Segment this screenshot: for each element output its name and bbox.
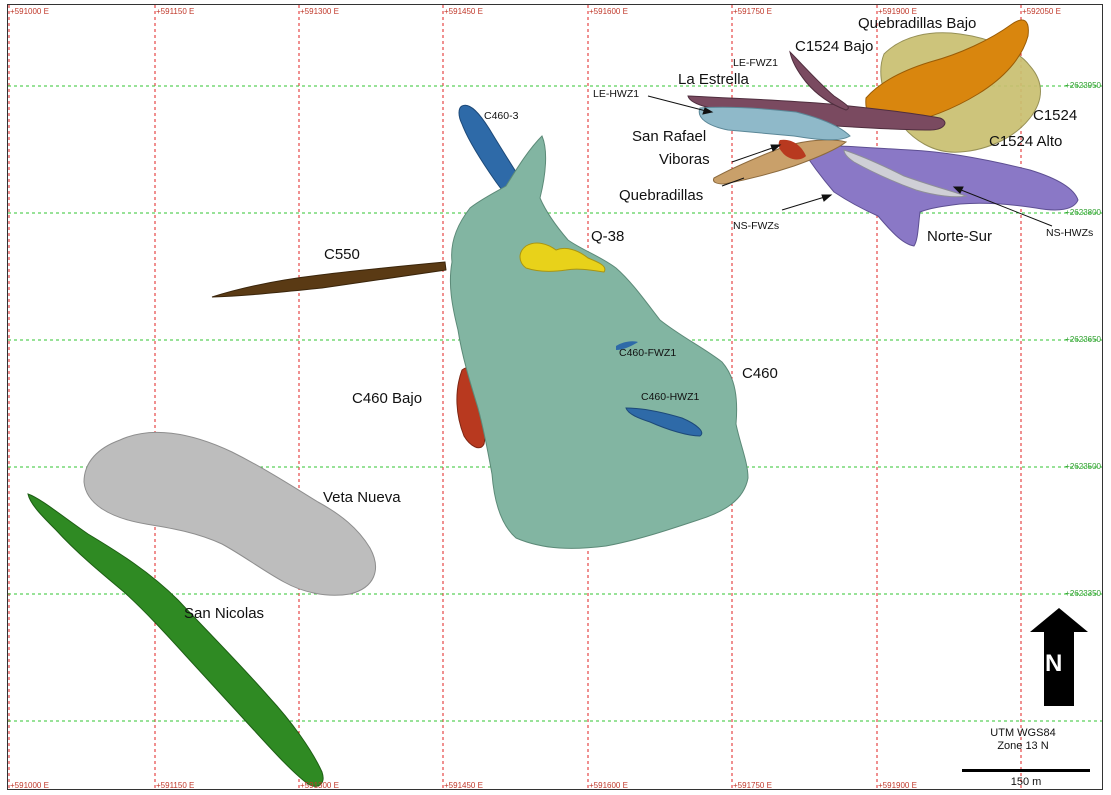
label-viboras: Viboras — [659, 151, 710, 168]
label-c460: C460 — [742, 365, 778, 382]
ns-fwzs-arrowhead — [821, 194, 833, 202]
viboras-arrowhead — [770, 144, 782, 152]
crs-legend: UTM WGS84 Zone 13 N — [957, 727, 1089, 753]
crs-line1: UTM WGS84 — [990, 727, 1056, 739]
easting-label-top: +591300 E — [300, 7, 339, 16]
northing-label: +2623950 — [1065, 81, 1101, 90]
label-ns-hwzs: NS-HWZs — [1046, 227, 1094, 239]
easting-label-top: +591900 E — [878, 7, 917, 16]
label-c1524-bajo: C1524 Bajo — [795, 38, 874, 55]
easting-label-top: +591150 E — [156, 7, 195, 16]
c460-fwz1-body — [616, 341, 638, 350]
easting-label-bottom: +591000 E — [10, 781, 49, 790]
label-ns-fwzs: NS-FWZs — [733, 220, 780, 232]
easting-label-bottom: +591600 E — [589, 781, 628, 790]
label-q38: Q-38 — [591, 228, 625, 245]
san-nicolas-body — [27, 493, 324, 787]
le-hwz1-leader — [647, 95, 711, 113]
north-label: N — [1045, 650, 1063, 677]
northing-label: +2623800 — [1065, 208, 1101, 217]
scale-bar — [962, 769, 1090, 772]
label-le-hwz1: LE-HWZ1 — [593, 88, 640, 100]
label-norte-sur: Norte-Sur — [927, 228, 993, 245]
la-estrella-body — [698, 106, 851, 141]
ns-hwzs-leader — [955, 187, 1053, 227]
le-hwz1-arrowhead — [702, 107, 714, 115]
label-c460-bajo: C460 Bajo — [352, 390, 423, 407]
label-c1524-alto: C1524 Alto — [989, 133, 1063, 150]
easting-label-top: +591000 E — [10, 7, 49, 16]
easting-label-top: +591750 E — [733, 7, 772, 16]
label-c1524: C1524 — [1033, 107, 1078, 124]
north-arrow-icon — [1030, 608, 1088, 706]
label-le-fwz1: LE-FWZ1 — [733, 57, 778, 69]
label-san-nicolas: San Nicolas — [184, 605, 265, 622]
c460-hwz1-body — [625, 407, 703, 437]
crs-line2: Zone 13 N — [997, 740, 1049, 752]
easting-label-bottom: +591900 E — [878, 781, 917, 790]
northing-label: +2623500 — [1065, 462, 1101, 471]
label-c550: C550 — [324, 246, 360, 263]
label-quebradillas-bajo: Quebradillas Bajo — [858, 15, 977, 32]
q38-body — [519, 242, 606, 273]
easting-label-top: +591450 E — [444, 7, 483, 16]
label-veta-nueva: Veta Nueva — [323, 489, 401, 506]
label-la-estrella: La Estrella — [678, 71, 749, 88]
c460-body — [449, 135, 749, 549]
easting-label-top: +591600 E — [589, 7, 628, 16]
label-quebradillas: Quebradillas — [619, 187, 704, 204]
label-c460-fwz1: C460-FWZ1 — [619, 347, 677, 359]
easting-label-bottom: +591150 E — [156, 781, 195, 790]
label-c460-3: C460-3 — [484, 110, 519, 122]
ns-fwzs-leader — [781, 195, 829, 211]
quebradillas-leader — [721, 177, 745, 187]
san-rafael-body — [778, 139, 806, 160]
label-san-rafael: San Rafael — [632, 128, 707, 145]
veta-nueva-body — [83, 431, 376, 596]
northing-label: +2623350 — [1065, 589, 1101, 598]
c550-body — [211, 261, 447, 298]
ns-hwzs-arrowhead — [952, 186, 964, 194]
scale-label: 150 m — [1010, 776, 1042, 788]
northing-label: +2623650 — [1065, 335, 1101, 344]
label-c460-hwz1: C460-HWZ1 — [641, 391, 700, 403]
easting-label-bottom: +591300 E — [300, 781, 339, 790]
viboras-leader — [731, 145, 779, 163]
leader-arrows — [647, 95, 1053, 227]
c1524-bajo-spike — [789, 50, 849, 111]
ns-hwzs-body — [843, 149, 968, 198]
easting-label-top: +592050 E — [1022, 7, 1061, 16]
easting-label-bottom: +591450 E — [444, 781, 483, 790]
quebradillas-body — [713, 139, 848, 185]
easting-label-bottom: +591750 E — [733, 781, 772, 790]
